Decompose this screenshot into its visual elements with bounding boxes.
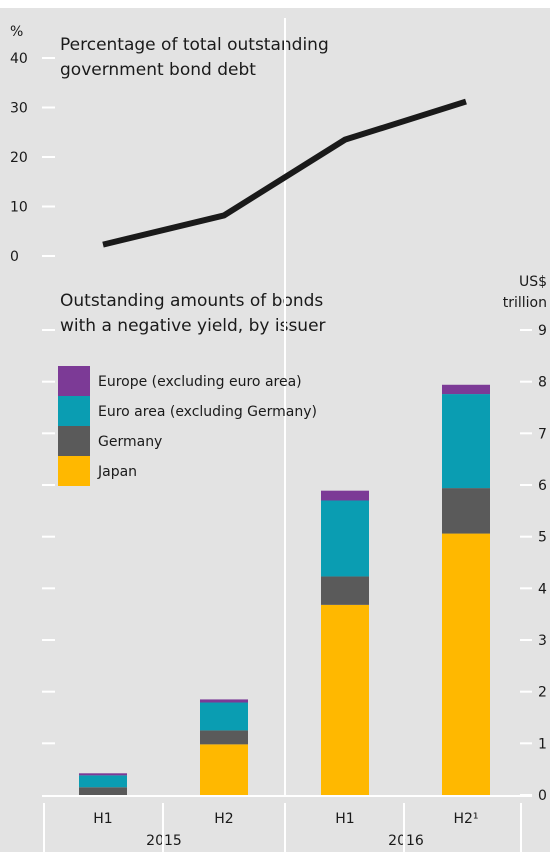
bar-3-germany [442,488,490,534]
line-ytick-label-10: 10 [10,200,28,216]
bar-ytick-label-7: 7 [538,426,547,442]
bar-1-euro-area-excluding-germany [200,702,248,731]
x-category-label-1: H2 [214,811,233,827]
bar-ytick-label-1: 1 [538,736,547,752]
x-category-label-0: H1 [93,811,112,827]
legend-swatch-1 [58,396,90,426]
bar-chart-unit-line2: trillion [503,295,547,311]
legend-swatch-0 [58,366,90,396]
bar-ytick-label-9: 9 [538,323,547,339]
bar-0-euro-area-excluding-germany [79,775,127,788]
legend-label-1: Euro area (excluding Germany) [98,404,317,420]
line-chart-title-line1: Percentage of total outstanding [60,35,329,55]
bar-chart-unit-line1: US$ [519,274,547,290]
bar-chart-title-line2: with a negative yield, by issuer [60,316,326,336]
line-ytick-label-30: 30 [10,101,28,117]
x-category-label-2: H1 [335,811,354,827]
x-category-label-3: H2¹ [453,811,478,827]
line-ytick-label-20: 20 [10,150,28,166]
bar-3-europe-excluding-euro-area [442,384,490,395]
legend-label-0: Europe (excluding euro area) [98,374,302,390]
bar-3-euro-area-excluding-germany [442,394,490,489]
line-chart-title-line2: government bond debt [60,60,256,80]
line-chart-unit: % [10,24,23,40]
bar-2-europe-excluding-euro-area [321,490,369,501]
bar-ytick-label-5: 5 [538,530,547,546]
bar-chart-title-line1: Outstanding amounts of bonds [60,291,323,311]
legend-swatch-2 [58,426,90,456]
legend-swatch-3 [58,456,90,486]
bar-ytick-label-0: 0 [538,788,547,804]
line-series [102,98,467,248]
bar-ytick-label-8: 8 [538,375,547,391]
bar-1-japan [200,744,248,795]
bar-0-germany [79,787,127,795]
bar-1-europe-excluding-euro-area [200,699,248,703]
bar-3-japan [442,533,490,795]
line-ytick-label-0: 0 [10,249,19,265]
bar-ytick-label-6: 6 [538,478,547,494]
bar-2-japan [321,604,369,795]
bar-ytick-label-2: 2 [538,685,547,701]
generated-marks: 0 10 20 30 40 0 1 2 3 4 5 6 7 8 9 H1 H2 H1 H2¹ Europe (excl… [10,18,547,852]
bar-ytick-label-3: 3 [538,633,547,649]
line-ytick-label-40: 40 [10,51,28,67]
bar-1-germany [200,730,248,745]
legend-label-3: Japan [97,464,137,480]
bar-0-europe-excluding-euro-area [79,773,127,776]
bar-2-germany [321,576,369,605]
legend-label-2: Germany [98,434,162,450]
bar-ytick-label-4: 4 [538,581,547,597]
bar-2-euro-area-excluding-germany [321,500,369,577]
year-label-2016: 2016 [388,833,424,849]
